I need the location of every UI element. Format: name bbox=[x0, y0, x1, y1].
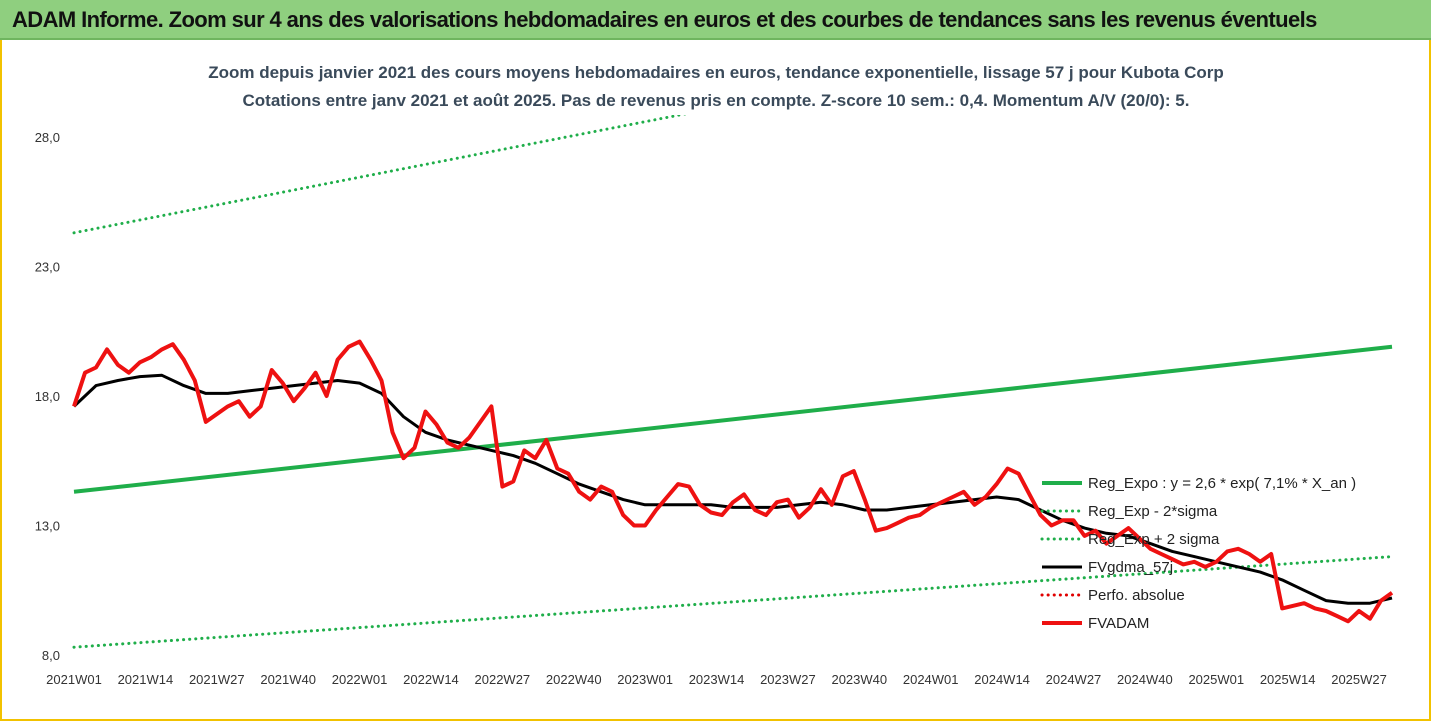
x-tick-label: 2022W14 bbox=[403, 672, 459, 687]
x-tick-label: 2021W01 bbox=[46, 672, 102, 687]
y-tick-label: 23,0 bbox=[35, 260, 60, 275]
legend-label: Reg_Exp + 2 sigma bbox=[1088, 531, 1220, 548]
x-tick-label: 2023W01 bbox=[617, 672, 673, 687]
legend-label: Perfo. absolue bbox=[1088, 587, 1185, 604]
x-tick-label: 2021W40 bbox=[260, 672, 316, 687]
legend-label: Reg_Expo : y = 2,6 * exp( 7,1% * X_an ) bbox=[1088, 475, 1356, 492]
x-tick-label: 2024W40 bbox=[1117, 672, 1173, 687]
y-tick-label: 18,0 bbox=[35, 389, 60, 404]
x-tick-label: 2022W27 bbox=[475, 672, 531, 687]
chart-frame bbox=[0, 40, 1431, 721]
chart-axes: 8,0 13,0 18,0 23,0 28,0 2021W01 2021W14 2021W27… bbox=[35, 130, 1387, 687]
series-line-sigma bbox=[72, 115, 688, 235]
legend-label: Reg_Exp - 2*sigma bbox=[1088, 503, 1218, 520]
y-tick-label: 28,0 bbox=[35, 130, 60, 145]
x-tick-label: 2023W40 bbox=[831, 672, 887, 687]
series-line-fvadam bbox=[72, 339, 1394, 624]
y-tick-label: 8,0 bbox=[42, 648, 60, 663]
x-tick-label: 2025W01 bbox=[1188, 672, 1244, 687]
legend-label: FVADAM bbox=[1088, 615, 1149, 632]
legend: Reg_Expo : y = 2,6 * exp( 7,1% * X_an ) R… bbox=[1040, 475, 1356, 632]
chart-title-line-2: Cotations entre janv 2021 et août 2025. … bbox=[243, 91, 1190, 110]
series-line-fvgdma bbox=[72, 373, 1393, 605]
x-tick-label: 2023W27 bbox=[760, 672, 816, 687]
x-tick-label: 2023W14 bbox=[689, 672, 745, 687]
x-tick-label: 2024W14 bbox=[974, 672, 1030, 687]
plot-area bbox=[72, 115, 1394, 649]
banner-title: ADAM Informe. Zoom sur 4 ans des valoris… bbox=[12, 7, 1317, 32]
y-tick-label: 13,0 bbox=[35, 519, 60, 534]
legend-label: FVgdma_57j bbox=[1088, 559, 1173, 576]
x-tick-label: 2025W27 bbox=[1331, 672, 1387, 687]
series-line-sigma bbox=[72, 555, 1394, 649]
series-line-reg bbox=[73, 344, 1393, 494]
title-banner: ADAM Informe. Zoom sur 4 ans des valoris… bbox=[0, 0, 1431, 40]
x-tick-label: 2024W01 bbox=[903, 672, 959, 687]
x-tick-label: 2022W01 bbox=[332, 672, 388, 687]
x-tick-label: 2025W14 bbox=[1260, 672, 1316, 687]
x-tick-label: 2021W14 bbox=[118, 672, 174, 687]
x-tick-label: 2022W40 bbox=[546, 672, 602, 687]
chart-title-line-1: Zoom depuis janvier 2021 des cours moyen… bbox=[208, 63, 1224, 82]
x-tick-label: 2021W27 bbox=[189, 672, 245, 687]
x-tick-label: 2024W27 bbox=[1046, 672, 1102, 687]
